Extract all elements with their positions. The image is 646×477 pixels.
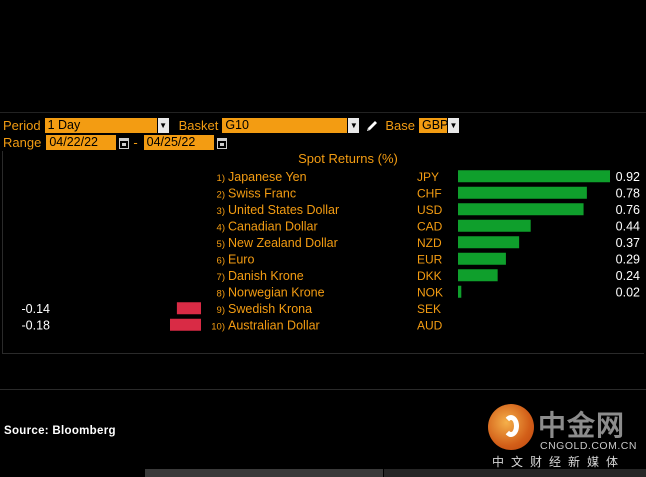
value-label: 0.37 — [616, 236, 640, 250]
value-label: 0.92 — [616, 170, 640, 184]
value-label: 0.24 — [616, 269, 640, 283]
range-end-value: 04/25/22 — [146, 135, 196, 149]
currency-code: JPY — [417, 170, 439, 184]
currency-code: CAD — [417, 219, 443, 233]
row-rank: 5) — [217, 239, 225, 250]
row-rank: 10) — [211, 321, 225, 332]
toolbar-row-range: Range 04/22/22 - 04/25/22 — [0, 134, 646, 151]
currency-code: AUD — [417, 318, 443, 332]
currency-code: DKK — [417, 269, 442, 283]
currency-code: NOK — [417, 285, 443, 299]
toolbar-row-period: Period 1 Day ▼ Basket G10 ▼ Base GBP ▼ — [0, 117, 646, 134]
bar-positive — [458, 186, 587, 199]
panel-bottom-divider — [0, 389, 646, 390]
period-chevron-down-icon[interactable]: ▼ — [157, 118, 169, 133]
bar-positive — [458, 203, 584, 216]
row-rank: 8) — [217, 288, 225, 299]
value-label: 0.29 — [616, 252, 640, 266]
bar-positive — [458, 269, 498, 282]
basket-chevron-down-icon[interactable]: ▼ — [348, 118, 360, 133]
currency-code: EUR — [417, 252, 443, 266]
base-chevron-down-icon[interactable]: ▼ — [447, 118, 459, 133]
currency-name[interactable]: Norwegian Krone — [228, 285, 325, 299]
period-dropdown[interactable]: 1 Day — [44, 118, 157, 133]
value-label: 0.44 — [616, 219, 640, 233]
row-rank: 7) — [217, 272, 225, 283]
bar-positive — [458, 219, 531, 232]
currency-name[interactable]: Australian Dollar — [228, 318, 320, 332]
range-start-input[interactable]: 04/22/22 — [46, 135, 117, 150]
basket-value: G10 — [225, 118, 249, 132]
bar-positive — [458, 285, 462, 298]
range-label: Range — [3, 135, 42, 150]
bar-positive — [458, 252, 506, 265]
panel-top-divider — [0, 112, 646, 113]
footer-bar — [384, 469, 646, 477]
currency-code: SEK — [417, 302, 441, 316]
watermark-subtitle: 中文财经新媒体 — [492, 455, 626, 469]
value-label: -0.14 — [22, 302, 51, 316]
value-label: 0.76 — [616, 203, 640, 217]
value-label: 0.02 — [616, 285, 640, 299]
range-separator: - — [133, 135, 138, 150]
currency-name[interactable]: Swiss Franc — [228, 186, 296, 200]
chart-title: Spot Returns (%) — [298, 151, 398, 166]
range-start-value: 04/22/22 — [49, 135, 98, 149]
row-rank: 9) — [217, 305, 225, 316]
base-label: Base — [385, 118, 415, 133]
pencil-icon[interactable] — [365, 119, 379, 133]
source-note: Source: Bloomberg — [4, 425, 116, 437]
base-dropdown[interactable]: GBP — [418, 118, 449, 133]
row-rank: 6) — [217, 255, 225, 266]
currency-code: USD — [417, 203, 443, 217]
currency-code: CHF — [417, 186, 442, 200]
watermark-url: CNGOLD.COM.CN — [540, 440, 637, 452]
range-start-calendar-icon[interactable] — [119, 137, 130, 149]
row-rank: 3) — [217, 206, 225, 217]
watermark-title: 中金网 — [538, 410, 626, 441]
row-rank: 1) — [217, 173, 225, 184]
chart-panel-frame — [2, 151, 644, 354]
range-end-calendar-icon[interactable] — [216, 137, 227, 149]
value-label: -0.18 — [22, 318, 51, 332]
value-label: 0.78 — [616, 186, 640, 200]
basket-dropdown[interactable]: G10 — [222, 118, 348, 133]
bar-negative — [176, 302, 201, 315]
currency-name[interactable]: Danish Krone — [228, 269, 304, 283]
watermark-logo-icon — [488, 404, 534, 450]
range-end-input[interactable]: 04/25/22 — [143, 135, 214, 150]
currency-name[interactable]: Swedish Krona — [228, 302, 312, 316]
footer-bar — [145, 469, 383, 477]
currency-name[interactable]: Japanese Yen — [228, 170, 307, 184]
row-rank: 2) — [217, 189, 225, 200]
period-label: Period — [3, 118, 41, 133]
bar-positive — [458, 236, 520, 249]
currency-code: NZD — [417, 236, 442, 250]
bar-positive — [458, 170, 610, 183]
currency-name[interactable]: Euro — [228, 252, 254, 266]
currency-name[interactable]: New Zealand Dollar — [228, 236, 338, 250]
row-rank: 4) — [217, 222, 225, 233]
base-value: GBP — [421, 118, 449, 132]
period-value: 1 Day — [47, 118, 81, 132]
basket-label: Basket — [178, 118, 219, 133]
currency-name[interactable]: United States Dollar — [228, 203, 339, 217]
bar-negative — [170, 318, 201, 331]
currency-name[interactable]: Canadian Dollar — [228, 219, 318, 233]
